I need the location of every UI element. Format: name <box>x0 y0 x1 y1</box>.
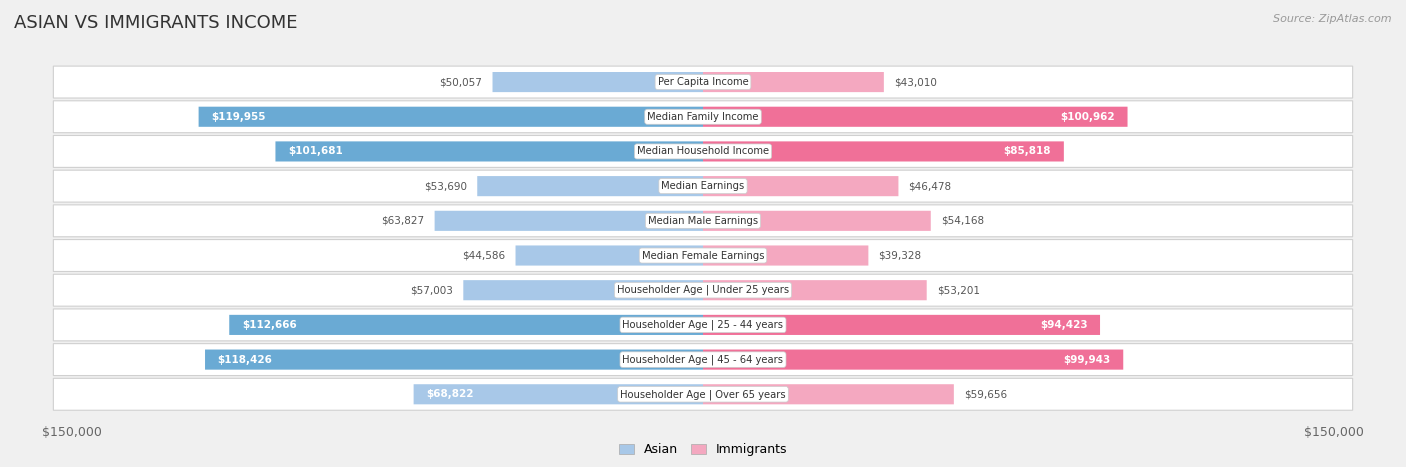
Text: $39,328: $39,328 <box>879 250 921 261</box>
FancyBboxPatch shape <box>703 72 884 92</box>
Text: $59,656: $59,656 <box>965 389 1007 399</box>
Text: Source: ZipAtlas.com: Source: ZipAtlas.com <box>1274 14 1392 24</box>
Text: $118,426: $118,426 <box>218 354 273 365</box>
Text: Median Male Earnings: Median Male Earnings <box>648 216 758 226</box>
FancyBboxPatch shape <box>492 72 703 92</box>
FancyBboxPatch shape <box>703 280 927 300</box>
FancyBboxPatch shape <box>703 142 1064 162</box>
Text: $57,003: $57,003 <box>411 285 453 295</box>
Text: $94,423: $94,423 <box>1040 320 1087 330</box>
FancyBboxPatch shape <box>516 246 703 266</box>
Text: $100,962: $100,962 <box>1060 112 1115 122</box>
Text: Per Capita Income: Per Capita Income <box>658 77 748 87</box>
FancyBboxPatch shape <box>434 211 703 231</box>
Text: Median Household Income: Median Household Income <box>637 147 769 156</box>
FancyBboxPatch shape <box>703 246 869 266</box>
FancyBboxPatch shape <box>53 274 1353 306</box>
Text: Median Earnings: Median Earnings <box>661 181 745 191</box>
FancyBboxPatch shape <box>53 135 1353 167</box>
FancyBboxPatch shape <box>53 66 1353 98</box>
Text: $112,666: $112,666 <box>242 320 297 330</box>
Text: $53,690: $53,690 <box>425 181 467 191</box>
Text: $44,586: $44,586 <box>463 250 505 261</box>
Text: Householder Age | 45 - 64 years: Householder Age | 45 - 64 years <box>623 354 783 365</box>
FancyBboxPatch shape <box>477 176 703 196</box>
Text: $63,827: $63,827 <box>381 216 425 226</box>
Text: Householder Age | Over 65 years: Householder Age | Over 65 years <box>620 389 786 400</box>
Text: $85,818: $85,818 <box>1004 147 1052 156</box>
FancyBboxPatch shape <box>703 106 1128 127</box>
Text: Householder Age | Under 25 years: Householder Age | Under 25 years <box>617 285 789 296</box>
FancyBboxPatch shape <box>703 384 953 404</box>
FancyBboxPatch shape <box>464 280 703 300</box>
FancyBboxPatch shape <box>53 309 1353 341</box>
FancyBboxPatch shape <box>703 349 1123 370</box>
Text: ASIAN VS IMMIGRANTS INCOME: ASIAN VS IMMIGRANTS INCOME <box>14 14 298 32</box>
Text: $46,478: $46,478 <box>908 181 952 191</box>
Text: Median Female Earnings: Median Female Earnings <box>641 250 765 261</box>
Text: $68,822: $68,822 <box>426 389 474 399</box>
FancyBboxPatch shape <box>53 240 1353 271</box>
FancyBboxPatch shape <box>198 106 703 127</box>
Text: Householder Age | 25 - 44 years: Householder Age | 25 - 44 years <box>623 319 783 330</box>
Text: $50,057: $50,057 <box>440 77 482 87</box>
Legend: Asian, Immigrants: Asian, Immigrants <box>614 439 792 461</box>
FancyBboxPatch shape <box>703 211 931 231</box>
FancyBboxPatch shape <box>53 378 1353 410</box>
FancyBboxPatch shape <box>703 315 1099 335</box>
Text: $54,168: $54,168 <box>941 216 984 226</box>
Text: Median Family Income: Median Family Income <box>647 112 759 122</box>
FancyBboxPatch shape <box>53 205 1353 237</box>
FancyBboxPatch shape <box>413 384 703 404</box>
FancyBboxPatch shape <box>229 315 703 335</box>
FancyBboxPatch shape <box>703 176 898 196</box>
Text: $101,681: $101,681 <box>288 147 343 156</box>
Text: $43,010: $43,010 <box>894 77 936 87</box>
FancyBboxPatch shape <box>53 344 1353 375</box>
FancyBboxPatch shape <box>276 142 703 162</box>
FancyBboxPatch shape <box>53 101 1353 133</box>
FancyBboxPatch shape <box>53 170 1353 202</box>
Text: $119,955: $119,955 <box>211 112 266 122</box>
FancyBboxPatch shape <box>205 349 703 370</box>
Text: $99,943: $99,943 <box>1063 354 1111 365</box>
Text: $53,201: $53,201 <box>936 285 980 295</box>
